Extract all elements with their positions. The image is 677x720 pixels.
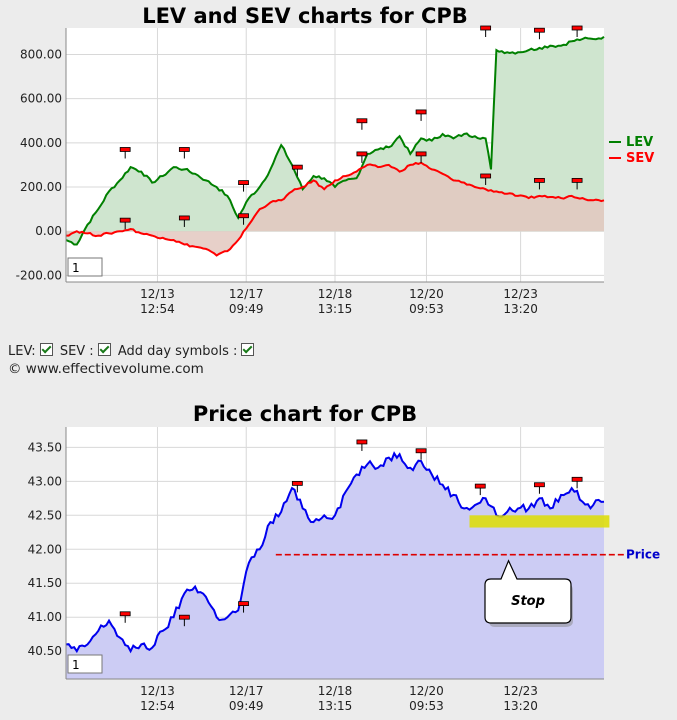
day-marker [238, 180, 249, 186]
y-tick-label: 41.50 [28, 576, 62, 590]
sev-label: SEV : [59, 344, 94, 359]
day-symbols-label: Add day symbols : [117, 344, 238, 359]
series-line-lev [65, 35, 605, 246]
day-marker [291, 164, 303, 170]
y-tick-label: 600.00 [20, 92, 62, 106]
x-tick-time: 12:54 [140, 302, 175, 316]
lev-label: LEV: [8, 344, 36, 359]
callout-text: Stop [511, 594, 545, 609]
day-marker [119, 611, 131, 617]
day-marker [571, 25, 583, 31]
x-tick-time: 13:15 [318, 302, 353, 316]
x-tick-date: 12/17 [229, 287, 264, 301]
series-line-sev [66, 161, 605, 257]
day-marker [534, 177, 545, 183]
x-tick-date: 12/23 [503, 287, 538, 301]
y-tick-label: 0.00 [35, 224, 62, 238]
sev-checkbox[interactable] [97, 343, 111, 356]
callout-box [484, 559, 572, 624]
x-tick-date: 12/20 [409, 287, 444, 301]
x-tick-date: 12/17 [229, 684, 264, 698]
day-marker [356, 151, 368, 157]
chart-options: LEV: SEV : Add day symbols : [8, 343, 257, 359]
lev-sev-chart: LEV and SEV charts for CPB 800.00 600.00 40… [16, 4, 655, 316]
y-tick-label: -200.00 [16, 268, 62, 282]
x-tick-date: 12/13 [140, 287, 175, 301]
day-marker [480, 25, 492, 31]
y-tick-label: 42.50 [28, 508, 62, 522]
series-area-sev [66, 162, 604, 256]
chart-title: Price chart for CPB [193, 402, 417, 426]
chart-title: LEV and SEV charts for CPB [142, 4, 468, 28]
y-tick-label: 42.00 [28, 542, 62, 556]
copyright-text: © www.effectivevolume.com [8, 361, 204, 377]
x-tick-date: 12/18 [318, 287, 353, 301]
day-marker [178, 614, 190, 620]
y-tick-label: 200.00 [20, 180, 62, 194]
day-marker [534, 27, 545, 33]
corner-input-value: 1 [72, 261, 80, 275]
x-tick-time: 13:20 [503, 302, 538, 316]
day-marker [474, 483, 486, 489]
price-highlight-band [469, 515, 610, 528]
y-tick-label: 41.00 [28, 610, 62, 624]
day-marker [534, 482, 545, 488]
corner-input-box [67, 654, 103, 674]
lev-checkbox[interactable] [39, 343, 53, 356]
y-tick-label: 800.00 [20, 48, 62, 62]
y-tick-label: 40.50 [28, 644, 62, 658]
y-tick-label: 400.00 [20, 136, 62, 150]
x-tick-time: 13:15 [318, 699, 353, 713]
x-tick-time: 13:20 [503, 699, 538, 713]
day-marker [415, 151, 427, 157]
day-marker [178, 147, 190, 152]
day-marker [415, 448, 427, 454]
day-marker [178, 215, 190, 221]
stop-line-label: Price [626, 548, 660, 562]
y-tick-label: 43.50 [28, 440, 62, 454]
x-tick-date: 12/18 [318, 684, 353, 698]
legend-label-sev: SEV [626, 151, 654, 166]
x-tick-time: 09:53 [409, 699, 444, 713]
day-marker [238, 213, 249, 219]
day-marker [238, 601, 249, 607]
price-chart: Price chart for CPB 43.50 43.00 42.50 42.00 4… [28, 402, 660, 713]
x-tick-time: 12:54 [140, 699, 175, 713]
x-tick-time: 09:53 [409, 302, 444, 316]
day-marker [356, 118, 368, 124]
x-tick-date: 12/23 [503, 684, 538, 698]
day-marker [571, 476, 583, 482]
day-marker [119, 147, 131, 152]
day-marker [291, 480, 303, 486]
day-marker [415, 109, 427, 115]
day-symbols-checkbox[interactable] [241, 343, 255, 356]
day-marker [119, 217, 131, 223]
x-tick-date: 12/20 [409, 684, 444, 698]
day-marker [480, 173, 492, 179]
x-tick-time: 09:49 [229, 302, 264, 316]
legend-label-lev: LEV [626, 135, 653, 150]
x-tick-time: 09:49 [229, 699, 264, 713]
y-tick-label: 43.00 [28, 474, 62, 488]
corner-input-value: 1 [72, 658, 80, 672]
series-line-price [65, 451, 605, 654]
x-tick-date: 12/13 [140, 684, 175, 698]
day-marker [571, 177, 583, 183]
day-marker [356, 439, 368, 445]
corner-input-box [67, 257, 103, 277]
